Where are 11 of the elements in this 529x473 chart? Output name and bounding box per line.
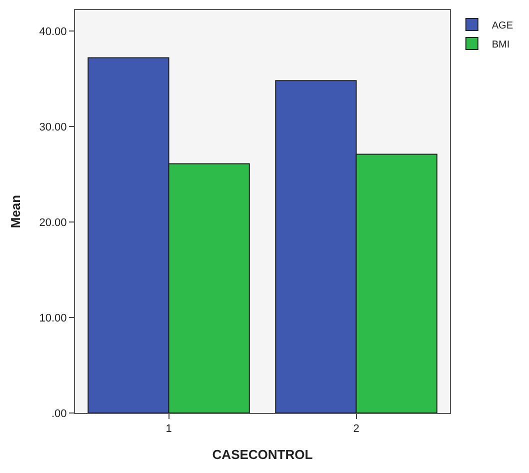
- x-tick-label: 2: [353, 423, 360, 436]
- x-tick-label: 1: [166, 423, 172, 436]
- legend-label: AGE: [492, 20, 514, 32]
- y-tick-label: 10.00: [39, 312, 67, 324]
- y-tick-label: 30.00: [39, 121, 67, 134]
- y-tick-label: 20.00: [39, 216, 67, 229]
- x-axis-title: CASECONTROL: [212, 446, 313, 462]
- y-axis-title: Mean: [8, 194, 24, 228]
- y-tick-label: .00: [52, 408, 67, 420]
- legend-label: BMI: [492, 39, 510, 50]
- y-tick-label: 40.00: [39, 26, 67, 38]
